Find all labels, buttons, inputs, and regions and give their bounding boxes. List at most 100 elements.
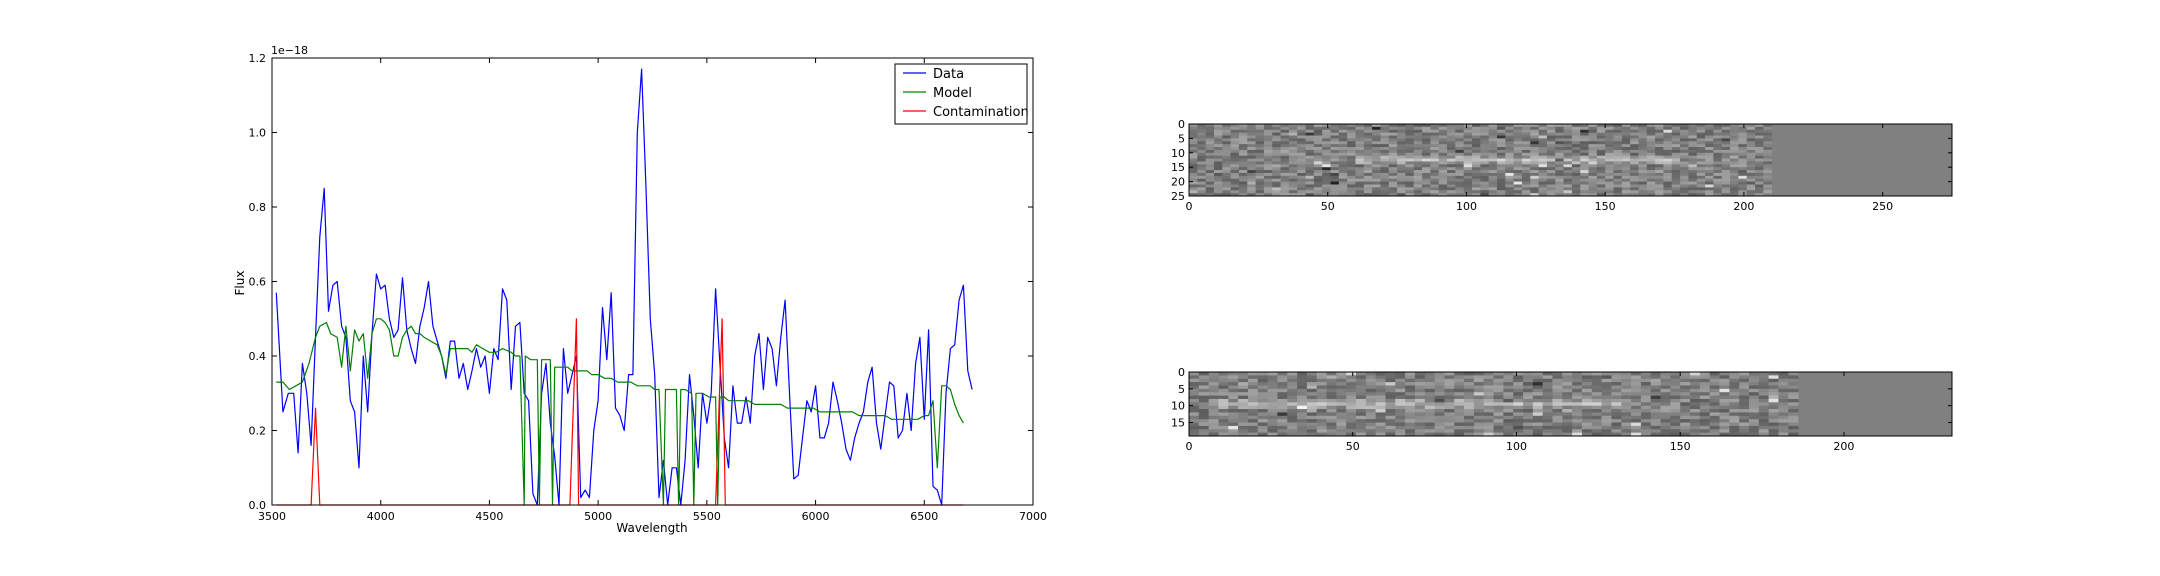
image-pixel bbox=[1363, 132, 1373, 136]
image-pixel bbox=[1739, 385, 1750, 390]
image-pixel bbox=[1430, 155, 1440, 159]
image-pixel bbox=[1198, 425, 1210, 430]
image-pixel bbox=[1690, 375, 1701, 380]
image-pixel bbox=[1480, 138, 1490, 142]
image-pixel bbox=[1788, 415, 1799, 420]
image-pixel bbox=[1580, 172, 1589, 177]
image-pixel bbox=[1546, 124, 1556, 128]
image-pixel bbox=[1213, 149, 1223, 154]
image-pixel bbox=[1447, 144, 1456, 148]
image-pixel bbox=[1375, 432, 1386, 437]
image-pixel bbox=[1571, 161, 1581, 165]
image-pixel bbox=[1288, 147, 1298, 151]
image-pixel bbox=[1523, 422, 1534, 427]
image-pixel bbox=[1680, 170, 1689, 174]
image-pixel bbox=[1336, 375, 1347, 380]
image-pixel bbox=[1523, 385, 1534, 390]
image-pixel bbox=[1571, 129, 1581, 134]
image-pixel bbox=[1670, 402, 1681, 407]
image-pixel bbox=[1532, 398, 1544, 403]
image-pixel bbox=[1530, 138, 1539, 142]
image-pixel bbox=[1472, 135, 1481, 139]
image-pixel bbox=[1605, 184, 1614, 188]
image-pixel bbox=[1297, 415, 1308, 420]
image-pixel bbox=[1521, 152, 1531, 157]
image-pixel bbox=[1189, 175, 1198, 180]
image-pixel bbox=[1388, 129, 1398, 134]
image-pixel bbox=[1688, 175, 1698, 180]
image-pixel bbox=[1552, 419, 1563, 423]
image-pixel bbox=[1699, 392, 1711, 396]
image-pixel bbox=[1621, 155, 1631, 159]
image-pixel bbox=[1447, 158, 1456, 162]
image-pixel bbox=[1365, 409, 1377, 413]
image-pixel bbox=[1277, 385, 1288, 390]
image-pixel bbox=[1542, 412, 1553, 417]
image-pixel bbox=[1189, 141, 1198, 145]
image-pixel bbox=[1763, 172, 1773, 177]
image-pixel bbox=[1709, 392, 1720, 396]
image-pixel bbox=[1272, 135, 1281, 139]
image-pixel bbox=[1758, 392, 1770, 396]
image-pixel bbox=[1613, 167, 1623, 171]
image-pixel bbox=[1640, 422, 1652, 427]
image-pixel bbox=[1571, 175, 1581, 180]
image-pixel bbox=[1422, 193, 1431, 197]
image-pixel bbox=[1690, 385, 1701, 390]
image-pixel bbox=[1346, 432, 1357, 437]
image-pixel bbox=[1397, 135, 1406, 139]
image-pixel bbox=[1375, 415, 1386, 420]
image-pixel bbox=[1555, 172, 1564, 177]
image-pixel bbox=[1680, 190, 1689, 194]
image-pixel bbox=[1688, 164, 1698, 168]
image-pixel bbox=[1438, 184, 1448, 188]
image-pixel bbox=[1447, 170, 1456, 174]
image-pixel bbox=[1730, 152, 1739, 157]
image-pixel bbox=[1680, 135, 1689, 139]
image-pixel bbox=[1513, 161, 1523, 165]
image-pixel bbox=[1581, 378, 1593, 383]
image-pixel bbox=[1688, 172, 1698, 177]
image-pixel bbox=[1621, 432, 1632, 437]
image-pixel bbox=[1690, 412, 1701, 417]
image-pixel bbox=[1272, 129, 1281, 134]
image-pixel bbox=[1313, 193, 1323, 197]
image-pixel bbox=[1385, 385, 1396, 390]
image-pixel bbox=[1205, 181, 1215, 185]
image-pixel bbox=[1189, 181, 1198, 185]
image-pixel bbox=[1650, 378, 1661, 383]
image-pixel bbox=[1696, 147, 1706, 151]
image-pixel bbox=[1530, 193, 1539, 197]
image-pixel bbox=[1297, 378, 1308, 383]
image-pixel bbox=[1483, 409, 1494, 413]
image-pixel bbox=[1287, 392, 1298, 396]
image-pixel bbox=[1488, 132, 1498, 136]
image-pixel bbox=[1247, 385, 1259, 390]
image-pixel bbox=[1621, 429, 1632, 434]
image-pixel bbox=[1699, 375, 1711, 380]
image-pixel bbox=[1660, 398, 1671, 403]
image-pixel bbox=[1605, 135, 1614, 139]
image-pixel bbox=[1580, 141, 1589, 145]
image-pixel bbox=[1493, 378, 1504, 383]
image-pixel bbox=[1189, 422, 1200, 427]
image-pixel bbox=[1552, 372, 1563, 376]
image-pixel bbox=[1316, 398, 1327, 403]
image-pixel bbox=[1330, 138, 1340, 142]
image-pixel bbox=[1655, 184, 1664, 188]
image-pixel bbox=[1305, 184, 1315, 188]
image-pixel bbox=[1305, 170, 1315, 174]
image-pixel bbox=[1532, 409, 1544, 413]
image-pixel bbox=[1422, 181, 1431, 185]
image-pixel bbox=[1758, 398, 1770, 403]
image-pixel bbox=[1238, 164, 1248, 168]
image-pixel bbox=[1197, 135, 1207, 139]
image-pixel bbox=[1363, 181, 1373, 185]
image-pixel bbox=[1778, 372, 1789, 376]
image-pixel bbox=[1297, 388, 1308, 393]
image-pixel bbox=[1356, 392, 1367, 396]
image-pixel bbox=[1385, 409, 1396, 413]
image-pixel bbox=[1705, 190, 1714, 194]
image-pixel bbox=[1473, 385, 1485, 390]
image-pixel bbox=[1306, 419, 1318, 423]
